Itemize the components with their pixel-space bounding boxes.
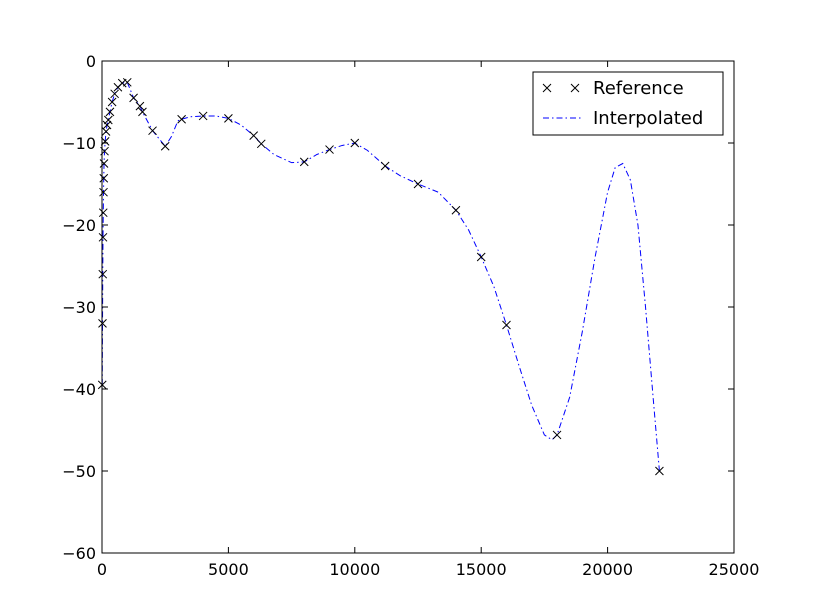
- data-point-marker: [129, 93, 138, 103]
- y-tick-label: −60: [62, 544, 96, 563]
- x-tick-label: 0: [97, 560, 107, 579]
- data-point-marker: [413, 179, 423, 189]
- data-point-marker: [224, 114, 233, 123]
- data-point-marker: [502, 320, 511, 330]
- data-point-marker: [350, 138, 360, 148]
- data-point-marker: [325, 145, 334, 154]
- data-point-marker: [98, 208, 108, 218]
- data-point-marker: [380, 161, 390, 171]
- x-tick-label: 10000: [329, 560, 380, 579]
- data-point-marker: [99, 187, 108, 197]
- data-point-marker: [105, 107, 115, 117]
- data-point-marker: [256, 139, 266, 149]
- data-point-marker: [138, 107, 147, 117]
- tick-layer: 0 5000 10000 15000 20000 25000 0 −10 −20 −30 −40 −5…: [62, 52, 759, 579]
- x-tick-label: 15000: [456, 560, 507, 579]
- y-tick-label: −40: [62, 380, 96, 399]
- legend: Reference Interpolated: [532, 71, 724, 136]
- data-point-marker: [110, 89, 119, 99]
- data-point-marker: [476, 252, 486, 262]
- y-tick-label: 0: [86, 52, 96, 71]
- data-point-marker: [451, 205, 461, 215]
- y-tick-label: −30: [62, 298, 96, 317]
- x-tick-label: 25000: [709, 560, 760, 579]
- y-tick-label: −10: [62, 134, 96, 153]
- x-tick-label: 5000: [208, 560, 249, 579]
- data-point-marker: [198, 111, 208, 121]
- y-tick-label: −20: [62, 216, 96, 235]
- y-tick-label: −50: [62, 462, 96, 481]
- legend-label: Reference: [593, 78, 684, 99]
- legend-marker: [570, 83, 580, 93]
- series-layer: [97, 77, 664, 476]
- legend-box: [532, 71, 724, 136]
- data-point-marker: [98, 319, 107, 328]
- data-point-marker: [103, 115, 113, 125]
- data-point-marker: [98, 232, 108, 242]
- data-point-marker: [122, 77, 132, 87]
- data-point-marker: [177, 114, 186, 124]
- data-point-marker: [99, 159, 109, 168]
- legend-label: Interpolated: [593, 108, 703, 129]
- data-point-marker: [98, 269, 108, 279]
- legend-marker: [542, 83, 552, 93]
- x-tick-label: 20000: [582, 560, 633, 579]
- data-point-marker: [655, 466, 664, 476]
- data-point-marker: [160, 141, 170, 151]
- data-point-marker: [552, 430, 562, 440]
- data-point-marker: [99, 173, 109, 183]
- data-point-marker: [249, 131, 259, 140]
- data-point-marker: [299, 157, 309, 167]
- data-point-marker: [107, 97, 117, 107]
- data-point-marker: [135, 101, 145, 111]
- data-point-marker: [102, 120, 112, 130]
- data-point-marker: [148, 126, 157, 136]
